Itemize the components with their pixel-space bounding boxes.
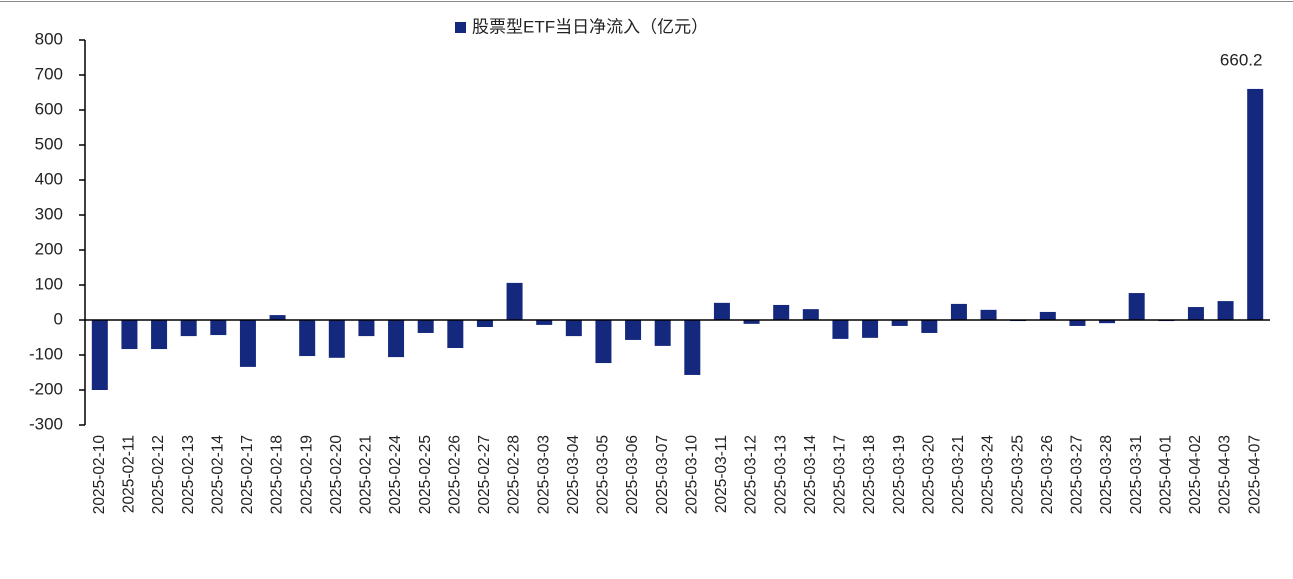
x-tick-label: 2025-02-20	[328, 435, 345, 515]
x-tick-label: 2025-03-24	[980, 435, 997, 515]
y-tick-label: -300	[29, 414, 63, 433]
legend-swatch	[455, 22, 466, 33]
bar	[121, 320, 138, 350]
x-tick-label: 2025-03-06	[624, 435, 641, 514]
x-tick-label: 2025-03-17	[832, 435, 849, 514]
bar	[1217, 301, 1234, 320]
x-tick-label: 2025-03-18	[861, 435, 878, 514]
bar	[1187, 307, 1204, 320]
value-label: 660.2	[1220, 50, 1263, 69]
y-tick-label: 0	[54, 309, 63, 328]
x-tick-label: 2025-02-26	[446, 435, 463, 514]
x-tick-label: 2025-02-13	[180, 435, 197, 514]
x-tick-label: 2025-03-12	[743, 435, 760, 514]
bar	[832, 320, 849, 339]
bar	[476, 320, 493, 327]
bar	[417, 320, 434, 333]
y-tick-label: 700	[35, 64, 63, 83]
x-tick-label: 2025-03-28	[1098, 435, 1115, 514]
x-tick-label: 2025-03-27	[1069, 435, 1086, 514]
bar	[1247, 88, 1264, 321]
x-tick-label: 2025-03-07	[654, 435, 671, 514]
x-tick-label: 2025-03-14	[802, 435, 819, 515]
bar	[625, 320, 642, 340]
bar	[595, 320, 612, 364]
x-tick-label: 2025-03-20	[920, 435, 937, 515]
x-tick-label: 2025-04-07	[1246, 435, 1263, 514]
x-tick-label: 2025-02-10	[91, 435, 108, 515]
y-tick-label: 200	[35, 239, 63, 258]
x-tick-label: 2025-03-10	[683, 435, 700, 515]
x-tick-label: 2025-03-04	[565, 435, 582, 515]
x-tick-label: 2025-03-05	[595, 435, 612, 514]
y-tick-label: 500	[35, 134, 63, 153]
x-tick-label: 2025-02-25	[417, 435, 434, 514]
x-tick-label: 2025-03-26	[1039, 435, 1056, 514]
x-tick-label: 2025-03-11	[713, 435, 730, 513]
bar	[1039, 311, 1056, 320]
x-tick-label: 2025-02-28	[506, 435, 523, 514]
y-tick-label: 400	[35, 169, 63, 188]
x-tick-label: 2025-02-14	[209, 435, 226, 515]
bar	[1128, 293, 1145, 320]
bar	[388, 320, 405, 358]
bar	[862, 320, 879, 338]
x-tick-label: 2025-04-02	[1187, 435, 1204, 514]
x-tick-label: 2025-03-21	[950, 435, 967, 514]
x-tick-label: 2025-02-27	[476, 435, 493, 514]
x-tick-label: 2025-03-13	[772, 435, 789, 514]
bar	[743, 320, 760, 324]
y-tick-label: -100	[29, 344, 63, 363]
bar	[210, 320, 227, 336]
bar	[269, 315, 286, 320]
bar	[802, 309, 819, 320]
x-tick-label: 2025-02-17	[239, 435, 256, 514]
bar	[180, 320, 197, 337]
x-tick-label: 2025-03-19	[891, 435, 908, 514]
bar	[713, 302, 730, 320]
bar	[565, 320, 582, 337]
bar	[506, 282, 523, 320]
bar	[950, 303, 967, 320]
y-tick-label: 800	[35, 29, 63, 48]
bar	[921, 320, 938, 333]
x-tick-label: 2025-04-03	[1217, 435, 1234, 514]
bar	[328, 320, 345, 358]
bar	[239, 320, 256, 367]
x-tick-label: 2025-03-25	[1009, 435, 1026, 514]
bar	[654, 320, 671, 346]
legend-label: 股票型ETF当日净流入（亿元）	[472, 17, 708, 36]
bar	[358, 320, 375, 337]
bar	[684, 320, 701, 375]
bar	[891, 320, 908, 326]
bar	[151, 320, 168, 350]
y-tick-label: 300	[35, 204, 63, 223]
bar	[1099, 320, 1116, 324]
x-tick-label: 2025-02-19	[298, 435, 315, 514]
bar	[299, 320, 316, 357]
bar	[91, 320, 108, 390]
x-tick-label: 2025-02-21	[358, 435, 375, 514]
x-tick-label: 2025-02-24	[387, 435, 404, 515]
y-tick-label: 600	[35, 99, 63, 118]
x-tick-label: 2025-02-12	[150, 435, 167, 514]
bar	[447, 320, 464, 348]
bar	[773, 304, 790, 320]
bar	[536, 320, 553, 325]
x-tick-label: 2025-04-01	[1157, 435, 1174, 514]
bar	[980, 309, 997, 320]
y-tick-label: -200	[29, 379, 63, 398]
y-tick-label: 100	[35, 274, 63, 293]
x-tick-label: 2025-02-11	[121, 435, 138, 513]
x-tick-label: 2025-03-31	[1128, 435, 1145, 514]
bar	[1069, 320, 1086, 326]
x-tick-label: 2025-02-18	[269, 435, 286, 514]
x-tick-label: 2025-03-03	[535, 435, 552, 514]
